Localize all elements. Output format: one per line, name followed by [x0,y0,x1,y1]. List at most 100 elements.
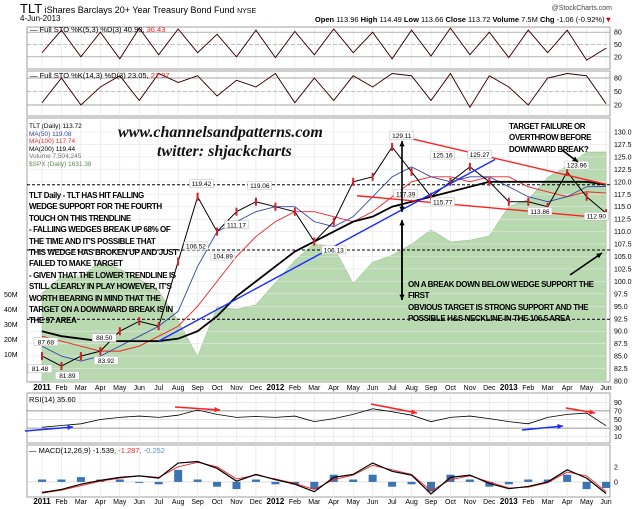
ma200-line [41,180,607,343]
chart-title: TLT iShares Barclays 20+ Year Treasury B… [20,1,256,16]
price-label-box [321,245,346,255]
volume-label: Volume [492,15,520,24]
price-label: 81.48 [32,366,49,373]
low-label: Low [403,15,419,24]
x-tick-label: Nov [230,385,243,392]
price-candle [41,352,43,361]
macd-histogram-bar [154,481,163,485]
price-candle [274,202,277,211]
high-value: 114.49 [379,15,402,24]
macd-histogram-bar [407,481,416,485]
macd-label: MACD(12,26,9) -1.539, [38,446,117,455]
price-label-box [183,241,209,251]
price-label-box [224,220,249,229]
x-tick-label: Oct [212,385,223,392]
price-tick-label: 87.5 [614,341,628,348]
x-tick-label: 2013 [500,497,518,506]
price-tick-label: 105.0 [614,254,632,261]
macd-histogram-bar [563,474,572,482]
sto1-d-value: 36.43 [146,25,166,34]
x-tick-label: Feb [522,499,534,506]
annotation-left: TLT Daily - TLT HAS HIT FALLING WEDGE SU… [29,191,178,326]
price-label: 112.90 [587,214,607,221]
price-candle [332,217,335,226]
price-tick-label: 85.0 [614,354,628,361]
price-label: 123.96 [567,163,587,170]
price-candle [527,197,530,206]
price-candle [371,172,374,181]
rsi-tick-label: 30 [614,426,622,433]
price-label: 104.89 [213,254,233,261]
macd-histogram-bar [57,479,66,482]
price-label: 125.16 [433,153,453,160]
macd-histogram-bar [135,481,144,483]
rsi-line [41,408,607,428]
x-tick-label: May [113,385,127,392]
price-tick-label: 115.0 [614,204,631,211]
macd-histogram-bar [174,469,183,482]
price-label: 106.13 [324,247,344,254]
sto1-legend: — Full STO %K(5,3) %D(3) 40.90, 36.43 [30,25,166,34]
sto1-tick-label: 20 [614,54,622,61]
rsi-tick-label: 90 [614,400,622,407]
price-label-box [527,207,553,216]
legend-tlt: TLT (Daily) 113.72 [29,123,82,130]
macd-histogram-bar [427,481,435,492]
price-candle [118,327,121,336]
price-label-box [55,371,80,380]
macd-histogram-bar [271,481,280,485]
annotation-bottom: ON A BREAK DOWN BELOW WEDGE SUPPORT THE … [408,280,594,324]
close-value: 113.72 [468,15,491,24]
macd-histogram-bar [76,477,85,482]
price-tick-label: 97.5 [614,291,628,298]
x-tick-label: Sep [191,385,204,392]
x-tick-label: Jun [134,499,145,506]
price-tick-label: 130.0 [614,130,632,137]
x-tick-label: May [580,385,594,392]
main-legend: TLT (Daily) 113.72 MA(50) 119.08 MA(100)… [29,123,92,168]
price-candle [79,352,82,361]
macd-hist-value: -0.252 [143,446,165,455]
macd-histogram-bar [582,481,591,490]
arrow-down-wedge-head [399,206,405,212]
price-candle [235,207,238,216]
x-tick-label: Nov [464,499,477,506]
x-tick-label: Mar [308,385,321,392]
price-label-box [247,181,273,190]
volume-value: 7.5M [521,15,538,24]
watermark-site: www.channelsandpatterns.com [118,124,323,141]
legend-spx: $SPX (Daily) 1631.38 [29,160,92,168]
arrow-to-123-head [572,156,578,162]
macd-histogram-bar [115,479,124,482]
x-tick-label: Oct [212,499,223,506]
legend-ma50: MA(50) 119.08 [29,130,72,138]
rsi-divergence-arrow [174,406,221,411]
macd-histogram-bar [465,479,474,482]
x-tick-label: Jul [154,385,163,392]
trendline [357,195,607,219]
macd-legend: — MACD(12,26,9) -1.539, -1.287, -0.252 [29,446,165,455]
x-tick-label: Jun [600,385,611,392]
x-tick-label: Mar [75,385,88,392]
x-tick-label: Apr [562,385,574,392]
x-tick-label: 2013 [500,383,518,392]
macd-histogram-bar [38,479,46,482]
price-tick-label: 100.0 [614,279,632,286]
arrow-to-106-head [596,253,602,259]
arrow-to-106 [569,252,603,276]
macd-histogram-bar [504,481,513,485]
price-label-box [389,131,415,140]
legend-ma200: MA(200) 119.44 [29,145,76,153]
price-tick-label: 95.0 [614,304,628,311]
macd-tick-label: 2 [614,464,618,471]
price-tick-label: 117.5 [614,192,631,199]
rsi-divergence-arrow-head [67,424,73,431]
price-label: 117.39 [396,191,416,198]
panel-frame [26,70,611,117]
watermark-twitter: twitter: shjackcharts [157,143,292,160]
price-tick-label: 125.0 [614,154,632,161]
exchange: NYSE [237,8,257,15]
price-candle [157,322,160,331]
x-tick-label: May [347,499,361,506]
